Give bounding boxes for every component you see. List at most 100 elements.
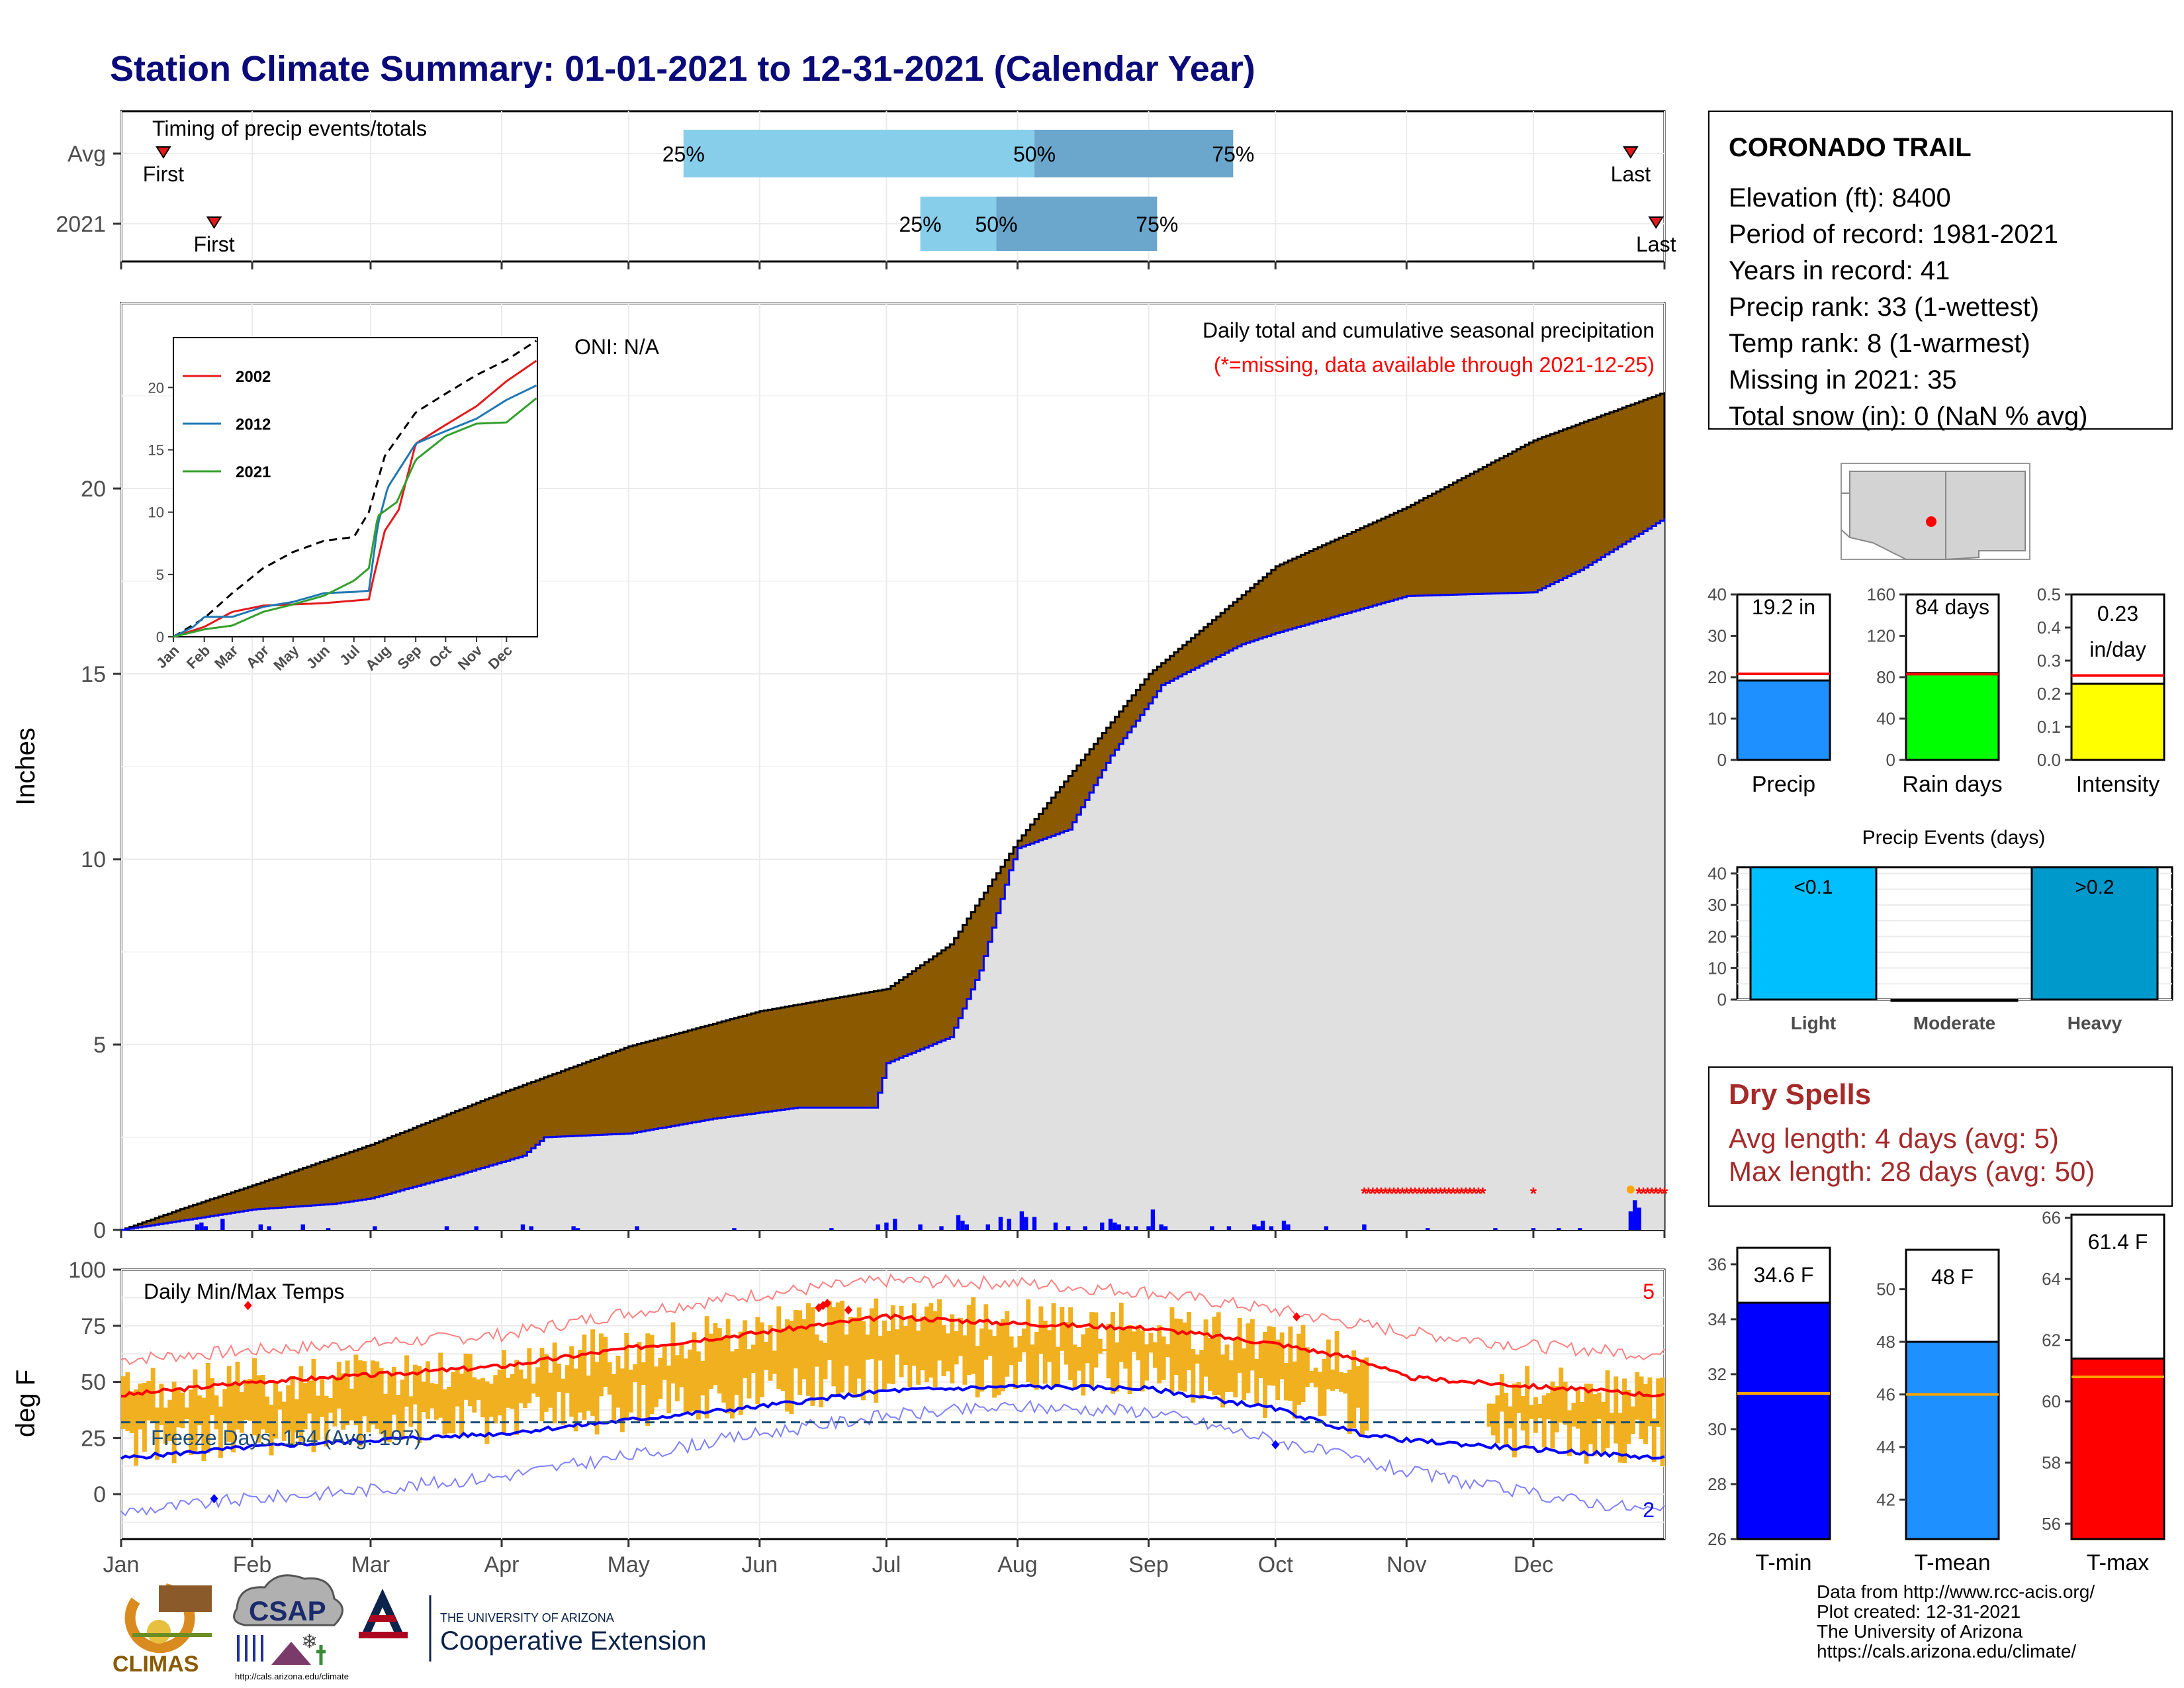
temp-bar-label: T-min [1756,1550,1812,1575]
missing-marker: * [1361,1184,1368,1203]
daily-temp-range-bar [633,1364,637,1382]
precip-event-bar-label: Heavy [2068,1013,2122,1033]
temp-y-tick-label: 50 [81,1370,106,1395]
timing-bar-q50-q75 [996,197,1158,251]
station-info-line: Period of record: 1981-2021 [1729,220,2058,249]
daily-precip-bar [1019,1211,1024,1230]
daily-temp-range-bar [920,1317,925,1371]
dry-spells-box: Dry Spells Avg length: 4 days (avg: 5) M… [1708,1066,2173,1207]
daily-temp-range-bar [878,1335,883,1361]
daily-temp-range-bar [709,1333,713,1389]
daily-temp-range-bar [1279,1332,1285,1380]
daily-temp-range-bar [493,1375,498,1424]
daily-temp-range-bar [426,1361,430,1419]
missing-marker: * [1454,1184,1461,1203]
daily-temp-range-bar [975,1346,980,1398]
temp-plot-title: Daily Min/Max Temps [144,1280,344,1303]
daily-precip-bar [829,1228,834,1230]
daily-precip-bar [1324,1226,1329,1230]
daily-temp-range-bar [586,1375,591,1411]
missing-marker: * [1640,1184,1647,1203]
daily-temp-range-bar [734,1348,739,1395]
daily-temp-range-bar [548,1372,553,1408]
mini-bar-tick-label: 0.5 [2037,585,2061,604]
daily-temp-range-bar [1148,1333,1154,1353]
inset-legend-label: 2021 [236,463,271,481]
daily-temp-range-bar [379,1368,384,1434]
location-map [1841,463,2030,561]
daily-temp-range-bar [1072,1344,1077,1390]
daily-temp-range-bar [869,1308,874,1359]
daily-precip-bar [1637,1207,1641,1230]
missing-marker: * [1636,1184,1643,1203]
daily-temp-range-bar [717,1328,722,1394]
dry-spells-title: Dry Spells [1729,1078,1871,1111]
daily-temp-range-bar [302,1383,308,1430]
daily-precip-bar [1116,1224,1122,1230]
daily-temp-range-bar [987,1329,993,1356]
missing-marker: * [1653,1184,1660,1203]
daily-temp-range-bar [341,1373,346,1430]
daily-temp-range-bar [1318,1372,1322,1417]
daily-temp-range-bar [1614,1376,1619,1444]
daily-temp-range-bar [467,1354,473,1407]
mini-bar-label: Intensity [2076,772,2160,797]
daily-temp-range-bar [666,1365,672,1414]
daily-temp-range-bar [1000,1319,1005,1391]
oni-label: ONI: N/A [574,335,660,359]
daily-temp-range-bar [150,1368,156,1423]
main-y-tick-label: 0 [93,1218,106,1243]
station-location-marker [1926,516,1936,527]
daily-temp-range-bar [1042,1321,1048,1384]
daily-temp-range-bar [383,1393,388,1442]
mini-bar-value-unit: in/day [2089,637,2146,661]
station-info-line: Missing in 2021: 35 [1729,365,1957,395]
daily-temp-range-bar [514,1360,520,1435]
daily-temp-range-bar [658,1358,663,1399]
mini-bar-value-label: 19.2 in [1752,595,1815,619]
daily-precip-bar [1163,1226,1168,1230]
daily-temp-range-bar [1144,1344,1150,1381]
daily-temp-range-bar [159,1383,164,1425]
missing-marker: * [1424,1184,1432,1203]
daily-temp-range-bar [1038,1306,1044,1354]
timing-last-label: Last [1636,232,1676,256]
daily-temp-range-bar [958,1317,963,1356]
freeze-days-label: Freeze Days: 154 (Avg: 197) [151,1426,422,1450]
daily-temp-range-bar [751,1344,756,1374]
daily-temp-range-bar [1617,1413,1623,1463]
daily-temp-range-bar [1609,1413,1614,1425]
daily-temp-range-bar [768,1325,773,1381]
daily-temp-range-bar [391,1366,396,1415]
mini-bar-tick-label: 0 [1717,750,1727,770]
missing-marker: * [1479,1184,1486,1203]
mini-bar-value-label: 84 days [1915,595,1989,619]
daily-temp-range-bar [1520,1395,1525,1430]
temp-bar-tick-label: 62 [2042,1331,2061,1350]
daily-temp-range-bar [933,1311,938,1387]
daily-precip-bar [893,1219,897,1230]
daily-temp-range-bar [180,1392,185,1429]
daily-temp-range-bar [1254,1358,1259,1404]
daily-temp-range-bar [438,1352,443,1418]
daily-temp-range-bar [806,1303,811,1396]
daily-temp-range-bar [121,1376,126,1429]
daily-temp-range-bar [1499,1374,1504,1412]
daily-temp-range-bar [265,1396,270,1434]
daily-temp-range-bar [1304,1347,1310,1387]
daily-temp-range-bar [1178,1319,1183,1391]
mini-bar-tick-label: 160 [1867,585,1895,604]
daily-temp-range-bar [1013,1347,1018,1389]
timing-first-marker [206,216,222,229]
daily-temp-range-bar [1596,1392,1602,1419]
missing-marker: * [1387,1184,1394,1203]
daily-temp-range-bar [1127,1325,1132,1394]
daily-temp-range-bar [256,1375,261,1443]
temp-bar-value-label: 34.6 F [1754,1263,1814,1287]
daily-temp-range-bar [1351,1350,1357,1428]
temp-bar-tick-label: 44 [1876,1437,1895,1457]
daily-temp-range-bar [1047,1330,1052,1362]
daily-temp-range-bar [615,1356,621,1408]
missing-marker: * [1378,1184,1385,1203]
